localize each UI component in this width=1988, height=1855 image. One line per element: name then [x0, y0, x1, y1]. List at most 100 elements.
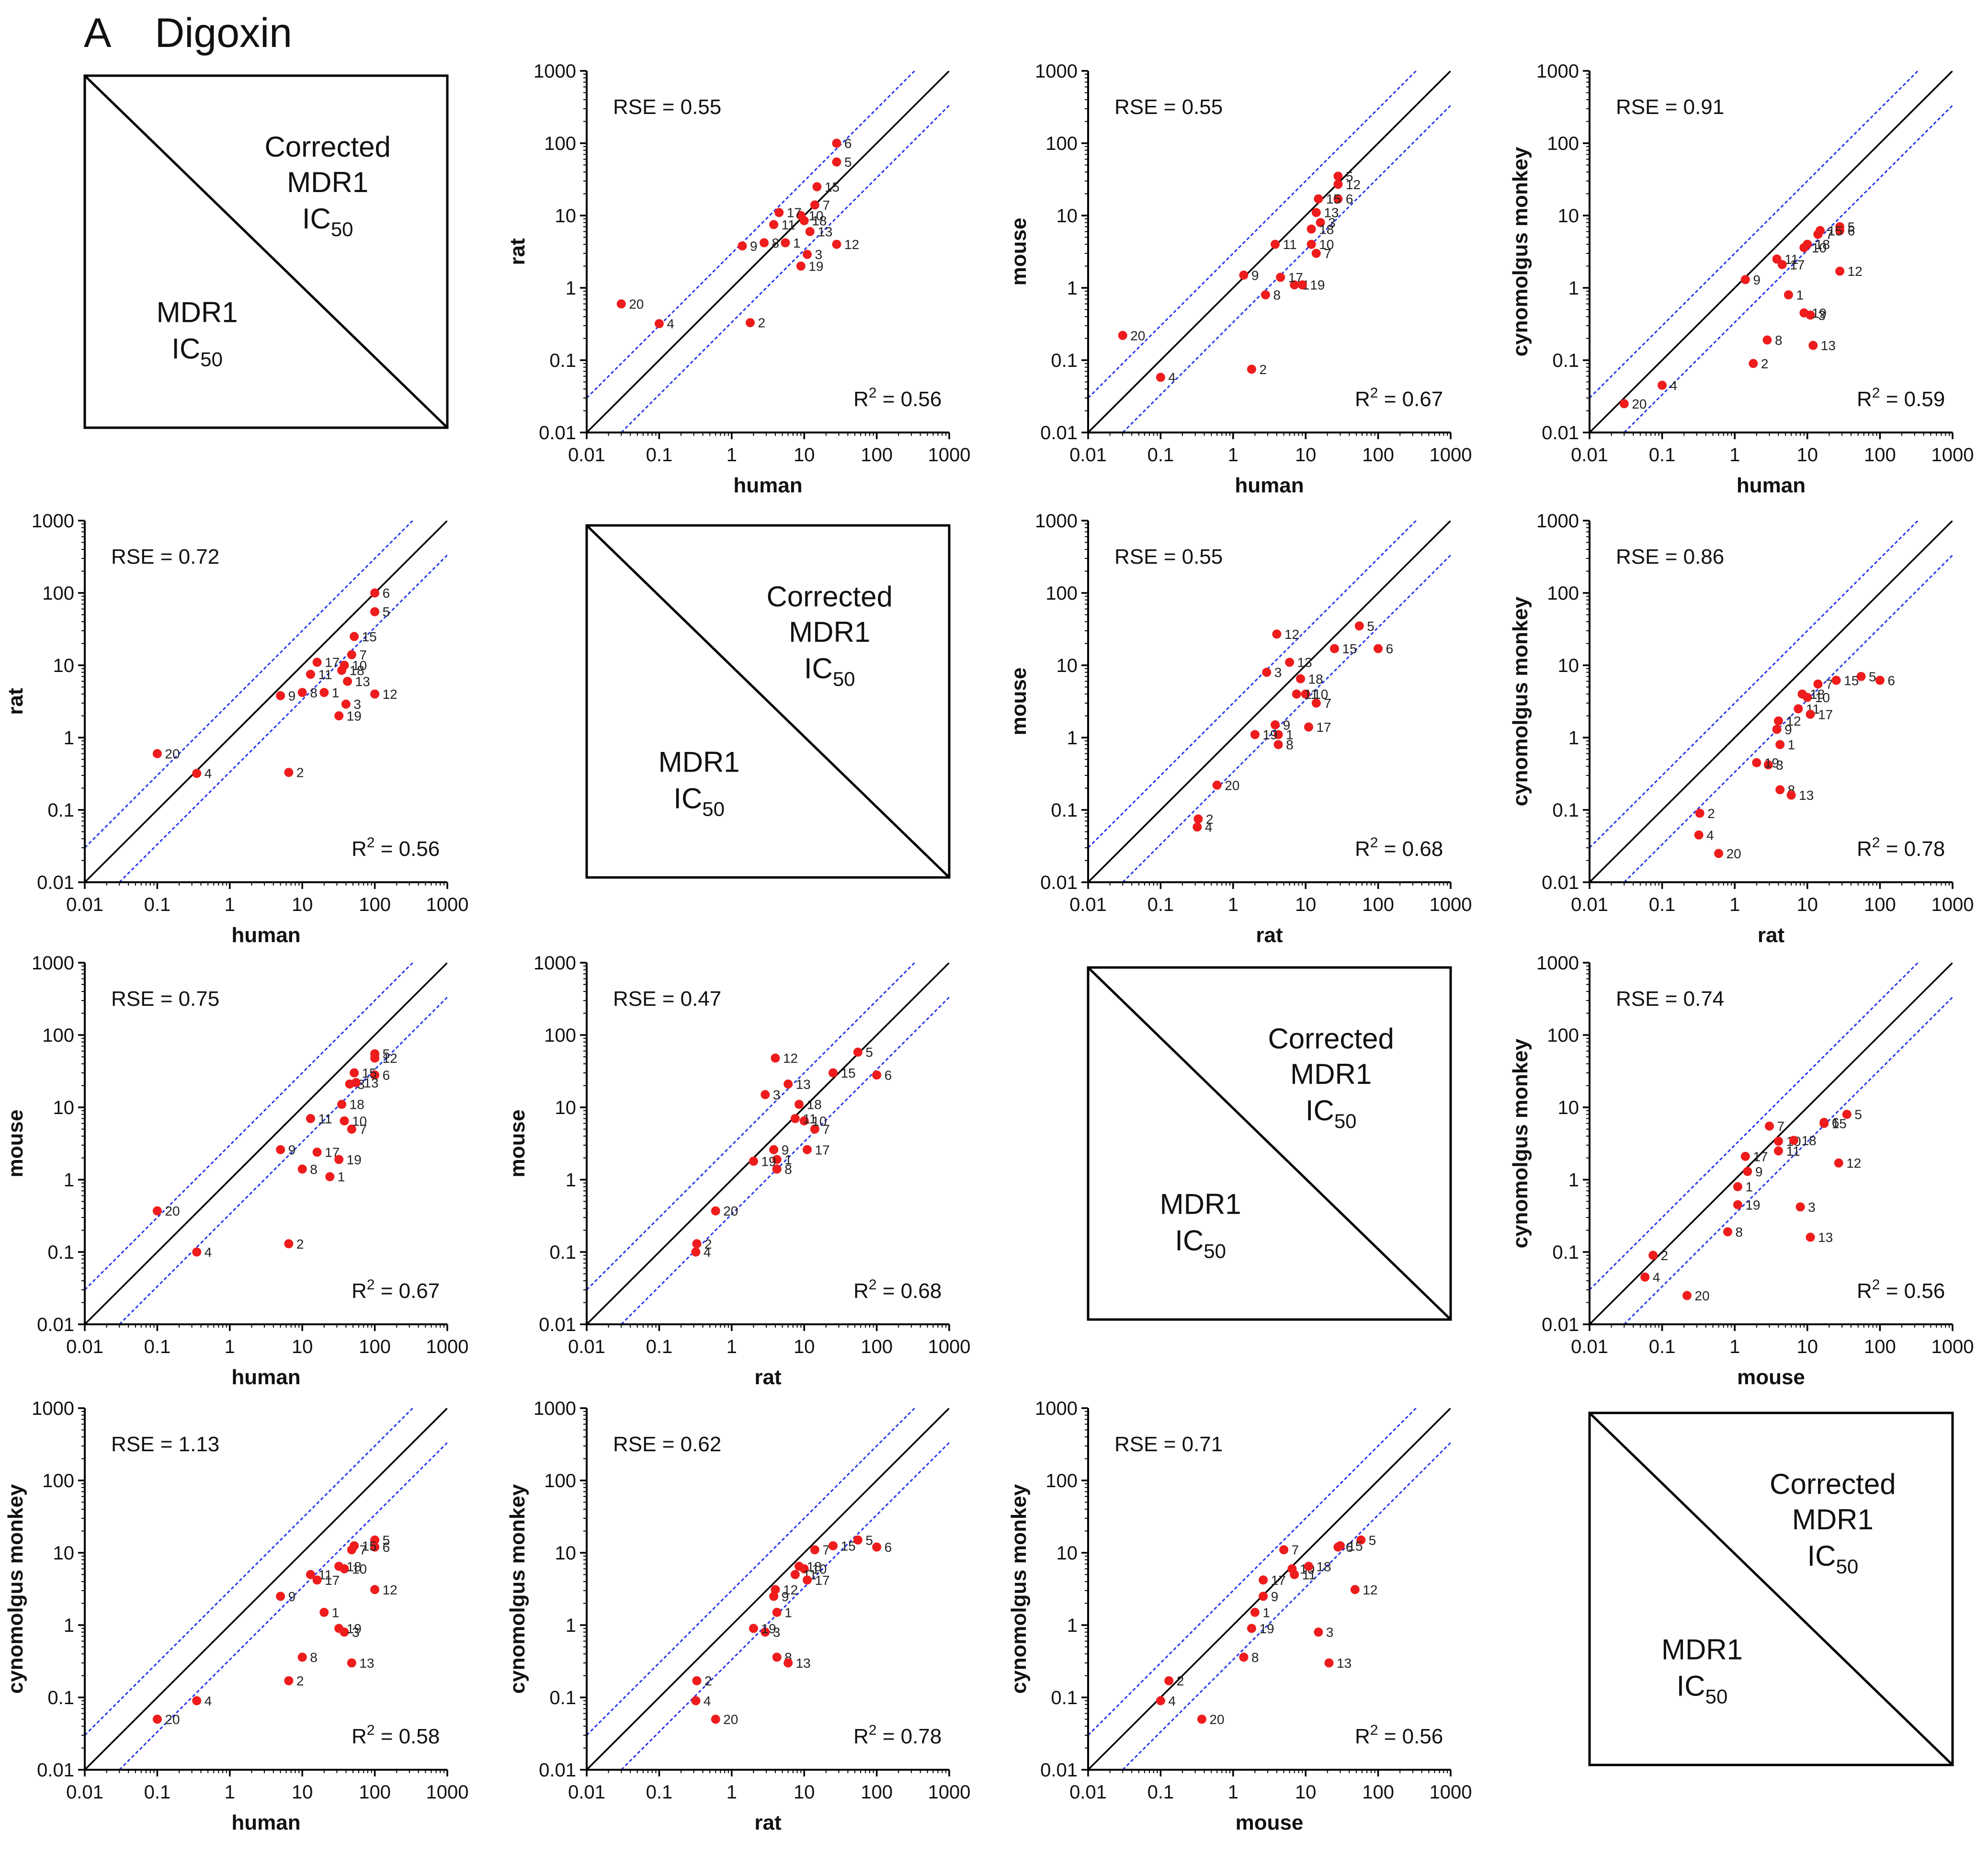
y-tick-label: 1 — [1067, 278, 1078, 299]
y-tick-label: 1000 — [1536, 61, 1579, 82]
y-tick-label: 1 — [1067, 728, 1078, 749]
data-point — [1682, 1291, 1692, 1300]
data-point — [1333, 180, 1343, 189]
y-tick-label: 1000 — [534, 61, 576, 82]
data-point-label: 19 — [1262, 728, 1277, 742]
data-point-label: 1 — [338, 1170, 345, 1184]
x-tick-label: 1000 — [426, 894, 469, 915]
r-letter: R — [352, 837, 367, 861]
data-point — [306, 1570, 315, 1579]
data-point — [1772, 725, 1782, 734]
identity-line — [85, 521, 447, 882]
x-tick-label: 100 — [359, 1782, 391, 1803]
y-axis-label: cynomolgus monkey — [1007, 1484, 1031, 1694]
data-point — [1261, 290, 1270, 300]
r-letter: R — [352, 1279, 367, 1303]
x-tick-label: 10 — [1295, 894, 1317, 915]
y-tick-label: 0.01 — [37, 1760, 74, 1781]
x-tick-label: 10 — [292, 1782, 313, 1803]
upper-fold-line — [1590, 963, 1919, 1291]
r-squared-value: = 0.78 — [876, 1725, 942, 1748]
r-squared-annotation: R2 = 0.58 — [352, 1722, 440, 1748]
data-point-label: 3 — [1808, 1200, 1816, 1215]
data-point — [771, 1053, 780, 1063]
data-point — [772, 1652, 782, 1662]
y-axis-label: mouse — [4, 1110, 27, 1178]
x-tick-label: 1000 — [1931, 894, 1974, 915]
y-tick-label: 1000 — [1536, 511, 1579, 532]
data-point — [1247, 1624, 1256, 1633]
data-point-label: 12 — [783, 1582, 798, 1597]
data-point-label: 4 — [704, 1694, 711, 1708]
y-tick-label: 0.01 — [539, 422, 576, 444]
data-point — [152, 749, 162, 758]
x-tick-label: 0.1 — [144, 894, 171, 915]
data-point — [1777, 260, 1787, 269]
data-point — [1250, 730, 1260, 740]
r-squared-annotation: R2 = 0.56 — [1355, 1722, 1443, 1748]
data-point — [853, 1535, 863, 1545]
r-letter: R — [1355, 1725, 1370, 1748]
data-point — [1290, 1570, 1299, 1579]
data-point — [691, 1247, 701, 1257]
rse-annotation: RSE = 0.86 — [1616, 545, 1724, 569]
data-point — [152, 1206, 162, 1216]
data-point — [872, 1070, 882, 1080]
identity-line — [1590, 521, 1953, 882]
y-tick-label: 0.1 — [47, 1687, 74, 1708]
data-point-label: 12 — [1363, 1582, 1377, 1597]
data-point — [1775, 785, 1785, 795]
data-point — [1786, 790, 1796, 800]
mdr1-label: MDR1 — [157, 296, 238, 329]
data-point-label: 10 — [1815, 690, 1830, 705]
rse-annotation: RSE = 0.55 — [1114, 545, 1223, 569]
reference-lines — [587, 71, 949, 432]
data-point — [1316, 218, 1325, 228]
reference-lines — [1088, 521, 1451, 882]
rse-annotation: RSE = 0.47 — [613, 987, 721, 1011]
x-tick-label: 0.1 — [1649, 444, 1676, 466]
data-point-label: 11 — [1283, 237, 1297, 252]
data-point — [1273, 740, 1283, 750]
data-point-label: 2 — [704, 1237, 712, 1252]
data-point — [616, 299, 626, 308]
data-point — [799, 1116, 809, 1126]
data-point — [340, 1116, 349, 1126]
data-point — [1314, 1627, 1323, 1637]
data-point-label: 5 — [1869, 669, 1876, 684]
data-point-label: 20 — [165, 1204, 180, 1218]
data-point — [370, 1585, 380, 1594]
y-tick-label: 1000 — [1035, 511, 1078, 532]
data-point-label: 4 — [204, 1245, 212, 1260]
x-tick-label: 1 — [225, 1782, 235, 1803]
data-point — [832, 138, 841, 148]
data-point — [1799, 308, 1809, 318]
r-superscript: 2 — [367, 835, 375, 851]
data-point — [805, 227, 815, 236]
x-tick-label: 1 — [225, 1336, 235, 1357]
y-tick-label: 10 — [555, 205, 577, 227]
data-point-label: 19 — [347, 1621, 362, 1636]
data-point-label: 18 — [1815, 237, 1830, 252]
r-squared-value: = 0.58 — [375, 1725, 440, 1748]
data-point — [1806, 709, 1815, 719]
r-superscript: 2 — [1872, 1277, 1880, 1293]
data-point-label: 6 — [1386, 641, 1394, 656]
data-point — [1789, 1136, 1798, 1145]
data-point — [711, 1714, 720, 1724]
data-point — [781, 238, 790, 248]
identity-line — [1088, 71, 1451, 432]
legend-box — [1087, 966, 1452, 1321]
compound-name: Digoxin — [155, 10, 293, 56]
data-point-label: 17 — [1818, 707, 1833, 722]
data-point-label: 18 — [1810, 687, 1825, 702]
data-point-label: 4 — [1168, 370, 1176, 385]
x-tick-label: 100 — [1362, 444, 1394, 466]
x-tick-label: 1000 — [1430, 444, 1472, 466]
lower-fold-line — [1624, 996, 1953, 1324]
data-point-label: 7 — [1777, 1119, 1785, 1134]
data-point-label: 7 — [1292, 1543, 1299, 1558]
x-axis-label: human — [1737, 474, 1806, 497]
data-point-label: 12 — [1846, 1156, 1861, 1171]
